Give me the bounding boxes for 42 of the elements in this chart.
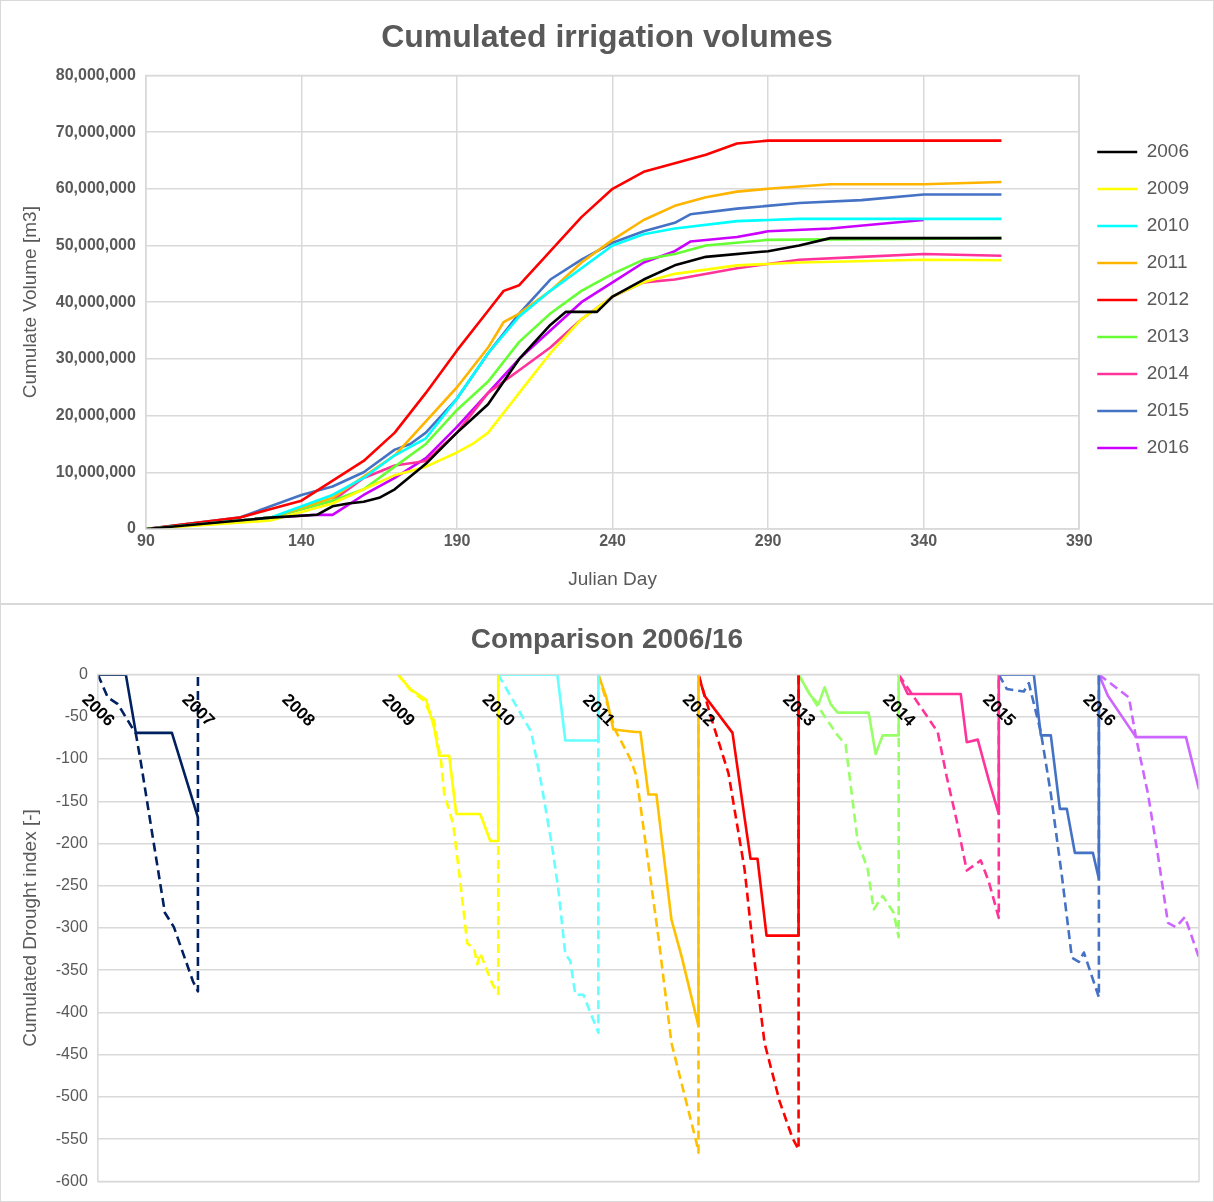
y-tick-label: -150 xyxy=(55,791,88,809)
y-tick-label: -600 xyxy=(55,1171,88,1189)
y-tick-label: -100 xyxy=(55,749,88,767)
y-tick-label: -500 xyxy=(55,1087,88,1105)
y-tick-label: -450 xyxy=(55,1045,88,1063)
x-tick-label: 390 xyxy=(1065,532,1093,550)
legend-label: 2015 xyxy=(1146,399,1190,421)
y-tick-label: 70,000,000 xyxy=(55,122,136,140)
legend-label: 2009 xyxy=(1146,177,1190,199)
y-tick-label: -250 xyxy=(55,876,88,894)
legend-label: 2011 xyxy=(1146,251,1188,273)
y-tick-label: 10,000,000 xyxy=(55,462,136,480)
chart-title: Comparison 2006/16 xyxy=(470,622,744,654)
y-tick-label: 60,000,000 xyxy=(55,179,136,197)
y-tick-label: 20,000,000 xyxy=(55,406,136,424)
y-tick-label: 0 xyxy=(78,665,88,683)
y-tick-label: 80,000,000 xyxy=(55,65,136,83)
x-tick-label: 190 xyxy=(443,532,471,550)
y-tick-label: -300 xyxy=(55,918,88,936)
x-axis-title: Julian Day xyxy=(568,567,658,589)
legend-label: 2010 xyxy=(1146,214,1190,236)
y-tick-label: 30,000,000 xyxy=(55,349,136,367)
y-tick-label: -350 xyxy=(55,960,88,978)
legend-label: 2014 xyxy=(1146,362,1190,384)
legend-label: 2016 xyxy=(1146,436,1190,458)
x-tick-label: 340 xyxy=(910,532,938,550)
y-axis-title: Cumulate Volume [m3] xyxy=(18,206,40,399)
y-tick-label: -200 xyxy=(55,833,88,851)
x-tick-label: 140 xyxy=(288,532,315,550)
y-tick-label: 50,000,000 xyxy=(55,235,136,253)
y-axis-title: Cumulated Drought index [-] xyxy=(18,809,40,1047)
legend-label: 2006 xyxy=(1146,140,1190,162)
y-tick-label: 40,000,000 xyxy=(55,292,136,310)
legend-label: 2013 xyxy=(1146,325,1190,347)
x-tick-label: 90 xyxy=(136,532,155,550)
x-tick-label: 290 xyxy=(754,532,782,550)
y-tick-label: -400 xyxy=(55,1002,88,1020)
y-tick-label: 0 xyxy=(126,519,136,537)
x-tick-label: 240 xyxy=(599,532,626,550)
chart-title: Cumulated irrigation volumes xyxy=(381,18,833,55)
y-tick-label: -550 xyxy=(55,1129,88,1147)
legend-label: 2012 xyxy=(1146,288,1190,310)
